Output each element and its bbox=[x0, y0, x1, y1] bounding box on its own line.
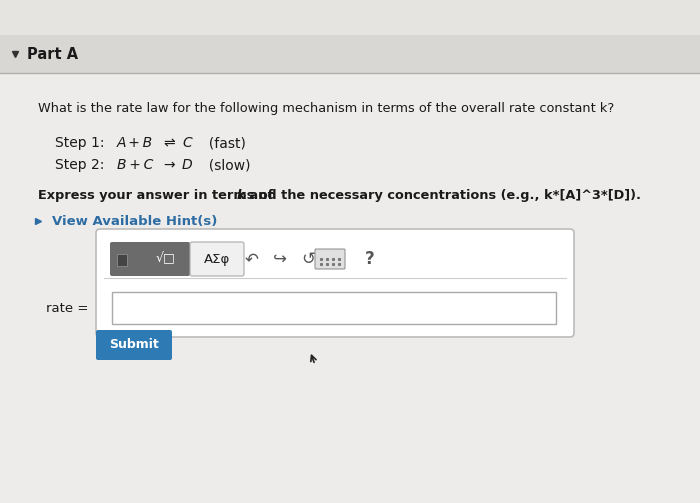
FancyBboxPatch shape bbox=[96, 330, 172, 360]
FancyBboxPatch shape bbox=[315, 249, 345, 269]
Text: rate =: rate = bbox=[46, 301, 88, 314]
Text: C: C bbox=[182, 136, 192, 150]
Text: (fast): (fast) bbox=[200, 136, 246, 150]
Text: Step 1:: Step 1: bbox=[55, 136, 104, 150]
FancyBboxPatch shape bbox=[110, 242, 190, 276]
Bar bbox=[0, 35, 700, 73]
Text: D: D bbox=[182, 158, 192, 172]
Text: k: k bbox=[237, 189, 246, 202]
FancyBboxPatch shape bbox=[96, 229, 574, 337]
Bar bbox=[0, 73, 700, 503]
Text: ↪: ↪ bbox=[273, 250, 287, 268]
Text: What is the rate law for the following mechanism in terms of the overall rate co: What is the rate law for the following m… bbox=[38, 102, 615, 115]
Text: ↺: ↺ bbox=[301, 250, 315, 268]
Text: and the necessary concentrations (e.g., k*[A]^3*[D]).: and the necessary concentrations (e.g., … bbox=[245, 189, 641, 202]
Text: √□: √□ bbox=[155, 253, 175, 266]
Bar bbox=[117, 254, 127, 266]
Bar bbox=[112, 292, 556, 324]
Text: B + C: B + C bbox=[117, 158, 153, 172]
Text: Submit: Submit bbox=[109, 339, 159, 352]
Text: ?: ? bbox=[365, 250, 375, 268]
Text: View Available Hint(s): View Available Hint(s) bbox=[52, 214, 218, 227]
Text: ↶: ↶ bbox=[245, 250, 259, 268]
FancyBboxPatch shape bbox=[190, 242, 244, 276]
Text: Part A: Part A bbox=[27, 46, 78, 61]
Text: A + B: A + B bbox=[117, 136, 153, 150]
Text: AΣφ: AΣφ bbox=[204, 253, 230, 266]
Text: Step 2:: Step 2: bbox=[55, 158, 104, 172]
Text: ⇌: ⇌ bbox=[163, 136, 174, 150]
Text: →: → bbox=[163, 158, 174, 172]
Text: Express your answer in terms of: Express your answer in terms of bbox=[38, 189, 278, 202]
Text: (slow): (slow) bbox=[200, 158, 251, 172]
